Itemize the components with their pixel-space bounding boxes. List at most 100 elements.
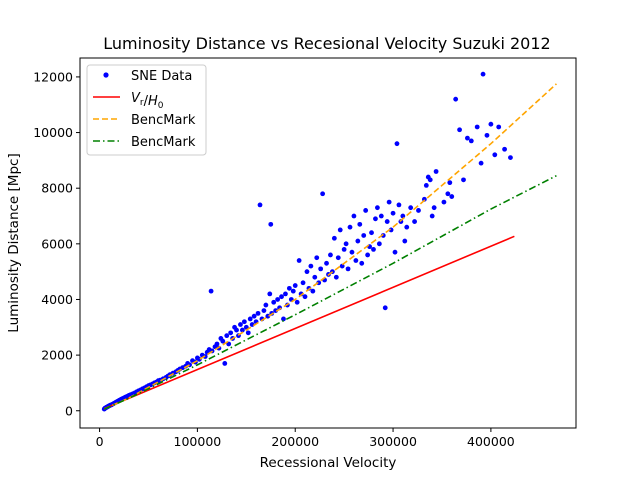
- data-point-192: [478, 160, 484, 166]
- data-point-89: [245, 330, 251, 336]
- data-point-97: [261, 308, 267, 313]
- data-point-184: [447, 180, 453, 186]
- x-tick-label-1: 100000: [174, 434, 222, 449]
- data-point-194: [484, 132, 490, 138]
- data-point-137: [337, 227, 343, 233]
- data-point-83: [234, 327, 239, 333]
- legend-box: [86, 64, 207, 156]
- data-point-199: [508, 155, 513, 160]
- data-point-179: [429, 213, 435, 219]
- plot-frame: [79, 57, 577, 429]
- x-tick-label-0: 0: [96, 434, 104, 449]
- data-point-153: [369, 230, 374, 236]
- data-point-181: [433, 169, 439, 174]
- data-point-139: [341, 247, 347, 252]
- plot-data: [101, 71, 557, 412]
- data-point-165: [392, 249, 398, 255]
- data-point-101: [268, 221, 274, 227]
- data-point-90: [247, 316, 253, 322]
- data-point-160: [382, 305, 388, 311]
- data-point-191: [474, 124, 480, 130]
- data-point-173: [412, 219, 417, 224]
- data-point-128: [320, 191, 326, 197]
- y-tick-label-5: 10000: [33, 125, 73, 140]
- data-point-127: [318, 266, 324, 272]
- data-point-166: [394, 141, 400, 147]
- data-point-141: [345, 266, 351, 272]
- data-point-100: [267, 291, 273, 297]
- data-point-197: [496, 124, 502, 130]
- data-point-180: [431, 205, 437, 211]
- series-line-1: [103, 235, 515, 410]
- data-point-142: [347, 224, 353, 230]
- data-point-149: [361, 233, 367, 238]
- data-point-146: [355, 238, 361, 244]
- data-point-150: [363, 208, 369, 213]
- data-point-158: [378, 213, 384, 219]
- data-point-85: [238, 322, 243, 327]
- data-point-187: [457, 127, 462, 133]
- data-point-108: [281, 316, 286, 322]
- data-point-87: [241, 319, 247, 325]
- series-line-3: [103, 174, 557, 410]
- data-point-95: [257, 202, 263, 208]
- data-point-143: [349, 249, 355, 255]
- data-point-78: [224, 333, 230, 339]
- data-point-122: [308, 263, 314, 269]
- data-point-148: [359, 260, 365, 266]
- data-point-196: [492, 152, 498, 158]
- data-point-86: [240, 327, 245, 333]
- legend: SNE Data Vr/H0 BencMark BencMark: [86, 64, 207, 156]
- y-tick-label-1: 2000: [41, 348, 73, 363]
- data-point-189: [465, 135, 470, 141]
- x-tick-label-2: 200000: [271, 434, 319, 449]
- data-point-125: [314, 255, 320, 261]
- data-point-151: [365, 252, 371, 258]
- data-point-144: [351, 213, 357, 219]
- legend-label-1: Vr/H0: [131, 91, 164, 111]
- data-point-174: [416, 208, 421, 213]
- data-point-105: [275, 297, 281, 302]
- y-tick-label-3: 6000: [41, 236, 73, 251]
- data-point-109: [283, 291, 288, 297]
- data-point-195: [488, 121, 494, 127]
- data-point-185: [449, 194, 455, 199]
- data-point-136: [335, 255, 341, 261]
- data-point-134: [331, 235, 337, 241]
- data-point-116: [296, 258, 302, 263]
- data-point-188: [461, 177, 466, 183]
- data-point-107: [279, 294, 284, 300]
- legend-marker-0: [103, 72, 109, 78]
- data-point-190: [468, 138, 474, 144]
- data-point-183: [445, 191, 451, 197]
- data-point-171: [404, 224, 410, 230]
- data-point-176: [423, 183, 429, 188]
- data-point-111: [286, 285, 292, 291]
- data-point-167: [396, 202, 402, 208]
- data-point-140: [343, 241, 349, 247]
- legend-label-3: BencMark: [131, 135, 196, 150]
- data-point-170: [402, 238, 408, 244]
- data-point-156: [375, 205, 380, 211]
- data-point-193: [480, 71, 486, 77]
- data-point-120: [304, 269, 310, 275]
- data-point-198: [502, 146, 507, 152]
- data-point-115: [294, 299, 300, 305]
- data-point-114: [292, 283, 298, 288]
- data-point-178: [427, 177, 433, 183]
- data-point-94: [255, 310, 261, 316]
- data-point-92: [251, 313, 257, 319]
- data-point-80: [228, 330, 234, 336]
- data-point-130: [324, 260, 329, 266]
- y-axis-label: Luminosity Distance [Mpc]: [6, 153, 22, 332]
- data-point-145: [353, 258, 359, 263]
- data-point-123: [310, 288, 316, 294]
- data-point-103: [271, 299, 277, 305]
- data-point-118: [300, 280, 306, 286]
- data-point-157: [376, 241, 382, 247]
- data-point-98: [263, 302, 269, 308]
- data-point-113: [290, 288, 296, 294]
- data-point-138: [339, 263, 345, 269]
- data-point-164: [390, 210, 396, 216]
